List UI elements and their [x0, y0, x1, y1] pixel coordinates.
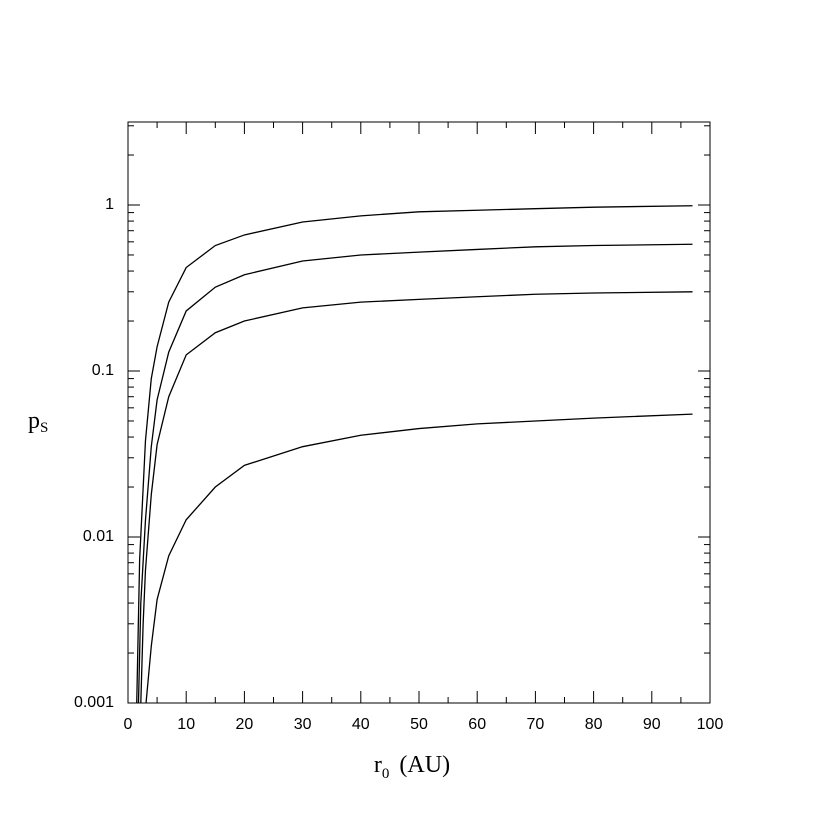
x-tick-label: 10 — [177, 716, 195, 733]
curve — [136, 205, 693, 704]
y-label-main: p — [28, 408, 40, 434]
x-label-sub: 0 — [382, 766, 390, 782]
x-label-main: r — [374, 752, 382, 778]
x-tick-label: 100 — [697, 716, 724, 733]
x-axis-label: r0 (AU) — [374, 752, 450, 782]
x-tick-label: 70 — [527, 716, 545, 733]
y-label-sub: S — [40, 420, 48, 436]
x-tick-label: 0 — [124, 716, 133, 733]
x-tick-label: 80 — [585, 716, 603, 733]
x-tick-label: 50 — [410, 716, 428, 733]
x-label-unit: (AU) — [399, 752, 450, 778]
y-axis-label: pS — [28, 408, 48, 436]
curve — [140, 291, 693, 704]
y-tick-label: 0.01 — [83, 528, 114, 545]
y-tick-label: 0.1 — [92, 362, 114, 379]
curve — [145, 413, 693, 704]
curve — [137, 243, 693, 704]
x-tick-label: 30 — [294, 716, 312, 733]
x-tick-label: 60 — [468, 716, 486, 733]
plot-frame — [127, 121, 711, 704]
x-tick-label: 20 — [236, 716, 254, 733]
y-tick-label: 1 — [105, 196, 114, 213]
x-tick-label: 90 — [643, 716, 661, 733]
x-tick-label: 40 — [352, 716, 370, 733]
y-tick-label: 0.001 — [74, 694, 114, 711]
